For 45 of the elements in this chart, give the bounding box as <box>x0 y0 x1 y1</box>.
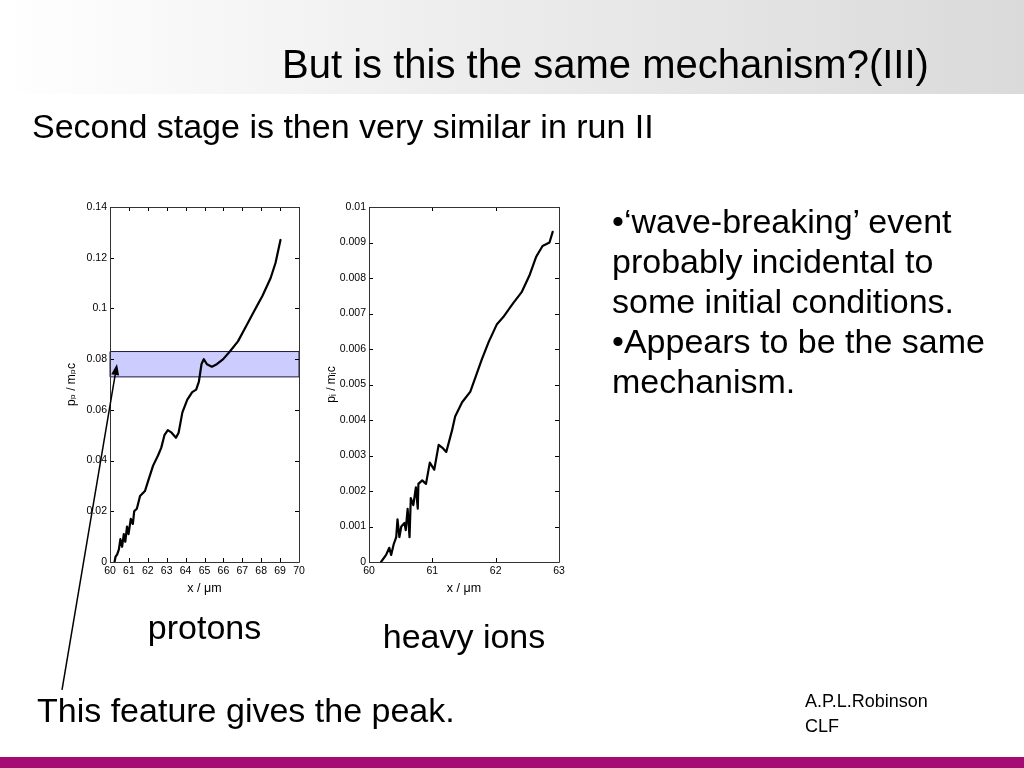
x-tick-label: 66 <box>217 564 230 577</box>
y-tick-label: 0.12 <box>86 250 108 263</box>
y-tick-label: 0.007 <box>339 306 367 319</box>
x-tick-label: 60 <box>363 564 375 577</box>
y-tick-label: 0.003 <box>339 448 367 461</box>
y-axis-title: pᵢ / mᵢc <box>323 366 338 403</box>
x-tick-label: 62 <box>141 564 154 577</box>
y-tick-label: 0.004 <box>339 412 367 425</box>
x-tick-label: 61 <box>123 564 135 577</box>
x-tick-label: 69 <box>274 564 287 577</box>
x-tick-label: 63 <box>160 564 173 577</box>
x-tick-label: 60 <box>104 564 116 577</box>
y-tick-label: 0.14 <box>86 199 108 212</box>
x-tick-label: 64 <box>179 564 192 577</box>
text: A.P.L.Robinson <box>805 690 928 712</box>
band-label: This feature gives the peak. <box>37 690 455 730</box>
text: But is this the same mechanism?(III) <box>282 41 929 87</box>
x-axis-title: x / μm <box>187 580 222 595</box>
x-tick-label: 67 <box>236 564 249 577</box>
x-tick-label: 62 <box>489 564 502 577</box>
text: protons <box>147 607 262 647</box>
x-tick-label: 68 <box>255 564 268 577</box>
x-tick-label: 65 <box>198 564 211 577</box>
y-tick-label: 0.006 <box>339 341 367 354</box>
text: CLF <box>805 715 840 737</box>
y-tick-label: 0.1 <box>92 301 108 314</box>
x-tick-label: 63 <box>553 564 565 577</box>
y-tick-label: 0.009 <box>339 235 367 248</box>
y-tick-label: 0.001 <box>339 519 367 532</box>
y-tick-label: 0.06 <box>86 402 108 415</box>
text: heavy ions <box>382 616 546 656</box>
y-tick-label: 0.002 <box>339 483 367 496</box>
y-tick-label: 0.005 <box>339 377 367 390</box>
x-axis-title: x / μm <box>446 580 482 595</box>
y-axis-title: pₚ / mₚc <box>63 363 78 406</box>
y-tick-label: 0 <box>360 554 367 567</box>
y-tick-label: 0.08 <box>86 352 108 365</box>
text: •Appears to be the same mechanism. <box>612 321 986 401</box>
y-tick-label: 0 <box>101 554 108 567</box>
text: Second stage is then very similar in run II <box>32 106 654 146</box>
y-tick-label: 0.01 <box>345 199 367 212</box>
text: •‘wave-breaking’ event probably incidental to some initial conditions. <box>612 201 956 321</box>
x-tick-label: 70 <box>293 564 305 577</box>
y-tick-label: 0.008 <box>339 270 367 283</box>
x-tick-label: 61 <box>426 564 439 577</box>
